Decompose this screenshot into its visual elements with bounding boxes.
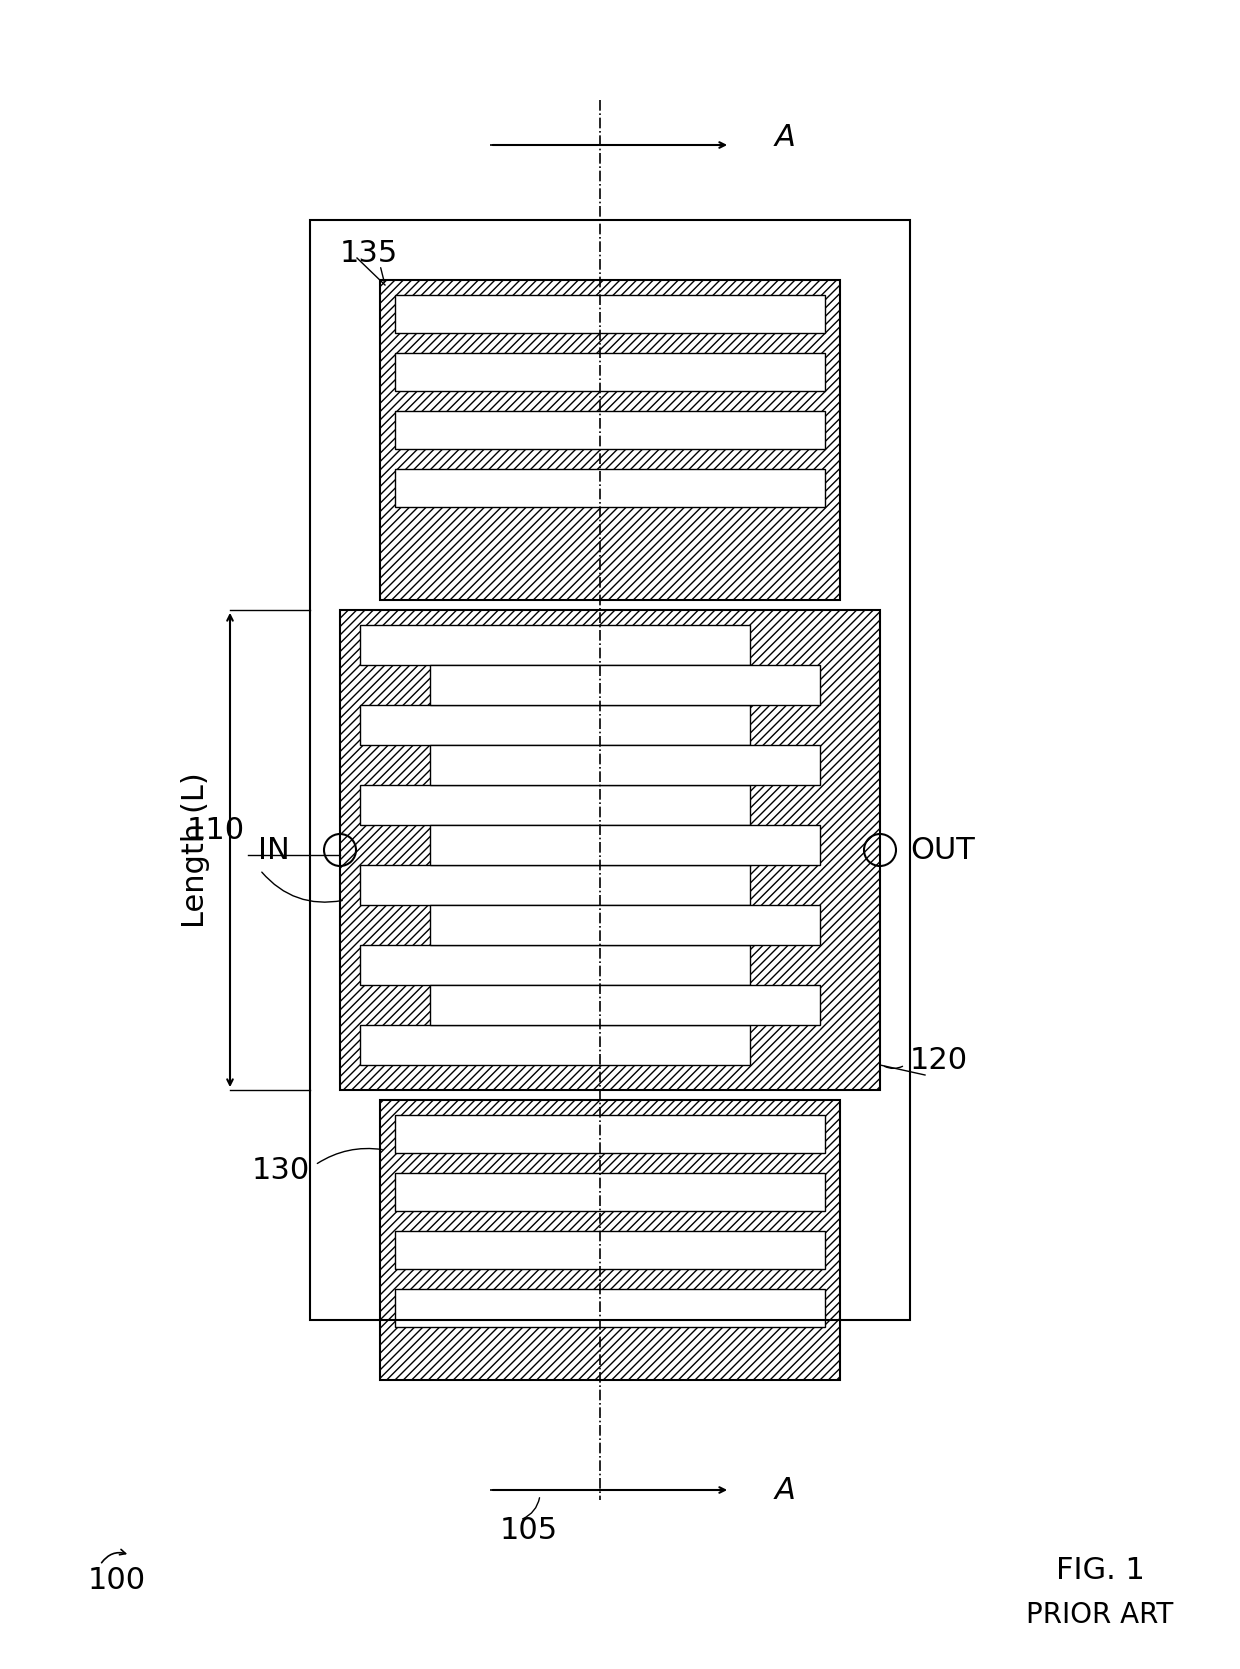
Bar (379, 280, 839, 599)
Text: OUT: OUT (910, 836, 975, 865)
Bar (430, 744, 820, 784)
Bar (360, 865, 750, 905)
Bar (340, 609, 880, 1090)
Bar (360, 945, 750, 985)
Bar (396, 295, 825, 334)
Text: FIG. 1: FIG. 1 (1055, 1556, 1145, 1584)
Bar (360, 784, 750, 824)
Bar (430, 824, 820, 865)
Bar (396, 411, 825, 449)
Text: 100: 100 (88, 1566, 146, 1594)
Text: 130: 130 (252, 1155, 310, 1185)
Text: 120: 120 (910, 1045, 968, 1075)
Text: Length (L): Length (L) (181, 773, 210, 928)
Bar (310, 220, 910, 1320)
Bar (396, 469, 825, 507)
Bar (360, 704, 750, 744)
Text: A: A (775, 1475, 796, 1504)
Bar (396, 354, 825, 391)
Text: 105: 105 (500, 1515, 558, 1544)
Text: A: A (775, 124, 796, 152)
Bar (396, 1173, 825, 1212)
Bar (396, 1115, 825, 1153)
Bar (360, 624, 750, 664)
Bar (360, 1025, 750, 1065)
Bar (430, 905, 820, 945)
Text: 110: 110 (187, 816, 246, 845)
Bar (396, 1288, 825, 1327)
Bar (430, 985, 820, 1025)
Text: PRIOR ART: PRIOR ART (1027, 1601, 1173, 1629)
Bar (396, 1232, 825, 1268)
Text: 135: 135 (340, 239, 398, 267)
Bar (430, 664, 820, 704)
Bar (379, 1100, 839, 1380)
Text: IN: IN (258, 836, 290, 865)
